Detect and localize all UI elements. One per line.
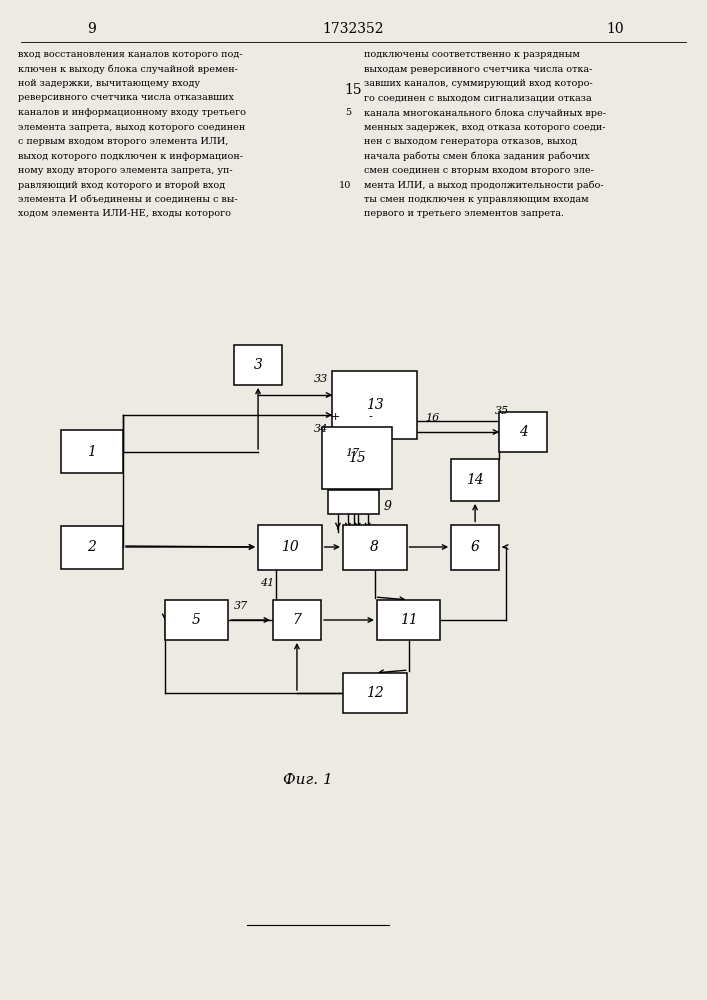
Text: выходам реверсивного счетчика числа отка-: выходам реверсивного счетчика числа отка… [364, 64, 592, 74]
Text: мента ИЛИ, а выход продолжительности рабо-: мента ИЛИ, а выход продолжительности раб… [364, 181, 604, 190]
Text: канала многоканального блока случайных вре-: канала многоканального блока случайных в… [364, 108, 606, 118]
Bar [499, 412, 547, 452]
Text: реверсивного счетчика числа отказавших: реверсивного счетчика числа отказавших [18, 94, 233, 103]
Bar [377, 600, 440, 640]
Text: завших каналов, суммирующий вход которо-: завших каналов, суммирующий вход которо- [364, 79, 593, 88]
Text: ходом элемента ИЛИ-НЕ, входы которого: ходом элемента ИЛИ-НЕ, входы которого [18, 210, 230, 219]
Text: 2: 2 [88, 540, 96, 554]
Bar [451, 459, 499, 501]
Text: с первым входом второго элемента ИЛИ,: с первым входом второго элемента ИЛИ, [18, 137, 228, 146]
Text: ты смен подключен к управляющим входам: ты смен подключен к управляющим входам [364, 195, 589, 204]
Text: 33: 33 [314, 374, 328, 384]
Text: вход восстановления каналов которого под-: вход восстановления каналов которого под… [18, 50, 243, 59]
Bar [451, 524, 499, 570]
Text: 10: 10 [607, 22, 624, 36]
Text: 41: 41 [260, 578, 274, 588]
Text: ключен к выходу блока случайной времен-: ключен к выходу блока случайной времен- [18, 64, 238, 74]
Text: каналов и информационному входу третьего: каналов и информационному входу третьего [18, 108, 245, 117]
Bar [343, 524, 407, 570]
Text: 12: 12 [366, 686, 384, 700]
Text: элемента И объединены и соединены с вы-: элемента И объединены и соединены с вы- [18, 195, 238, 204]
Text: 7: 7 [293, 613, 301, 627]
Text: нен с выходом генератора отказов, выход: нен с выходом генератора отказов, выход [364, 137, 577, 146]
Text: 1: 1 [88, 445, 96, 459]
Text: выход которого подключен к информацион-: выход которого подключен к информацион- [18, 152, 243, 161]
Text: 10: 10 [339, 181, 351, 190]
Text: 8: 8 [370, 540, 379, 554]
Text: начала работы смен блока задания рабочих: начала работы смен блока задания рабочих [364, 152, 590, 161]
Text: -: - [368, 412, 373, 422]
Text: подключены соответственно к разрядным: подключены соответственно к разрядным [364, 50, 580, 59]
Text: 13: 13 [366, 398, 384, 412]
Bar [332, 371, 417, 439]
Bar [165, 600, 228, 640]
Text: 4: 4 [519, 425, 527, 439]
Text: 37: 37 [234, 601, 248, 611]
Text: равляющий вход которого и второй вход: равляющий вход которого и второй вход [18, 181, 225, 190]
Text: 11: 11 [399, 613, 418, 627]
Bar [258, 524, 322, 570]
Text: 35: 35 [495, 406, 509, 416]
Text: первого и третьего элементов запрета.: первого и третьего элементов запрета. [364, 210, 564, 219]
Bar [328, 490, 379, 514]
Text: 3: 3 [254, 358, 262, 372]
Text: ному входу второго элемента запрета, уп-: ному входу второго элемента запрета, уп- [18, 166, 233, 175]
Bar [322, 427, 392, 489]
Text: менных задержек, вход отказа которого соеди-: менных задержек, вход отказа которого со… [364, 122, 606, 131]
Text: ной задержки, вычитающему входу: ной задержки, вычитающему входу [18, 79, 199, 88]
Text: 15: 15 [348, 451, 366, 465]
Text: 34: 34 [314, 424, 328, 434]
Bar [234, 345, 282, 385]
Text: 9: 9 [383, 499, 392, 512]
Text: 16: 16 [426, 413, 440, 423]
Text: 5: 5 [345, 108, 351, 117]
Text: смен соединен с вторым входом второго эле-: смен соединен с вторым входом второго эл… [364, 166, 594, 175]
Bar [343, 673, 407, 713]
Text: 14: 14 [466, 473, 484, 487]
Bar [273, 600, 321, 640]
Text: элемента запрета, выход которого соединен: элемента запрета, выход которого соедине… [18, 122, 245, 131]
Text: 5: 5 [192, 613, 201, 627]
Text: го соединен с выходом сигнализации отказа: го соединен с выходом сигнализации отказ… [364, 94, 592, 103]
Text: 1732352: 1732352 [323, 22, 384, 36]
Bar [61, 526, 123, 568]
Text: 9: 9 [88, 22, 96, 36]
Text: 6: 6 [471, 540, 479, 554]
Bar [61, 430, 123, 473]
Text: Фиг. 1: Фиг. 1 [283, 773, 332, 787]
Text: 15: 15 [345, 83, 362, 97]
Text: 10: 10 [281, 540, 299, 554]
Text: 17: 17 [345, 448, 359, 458]
Text: +: + [331, 412, 341, 422]
